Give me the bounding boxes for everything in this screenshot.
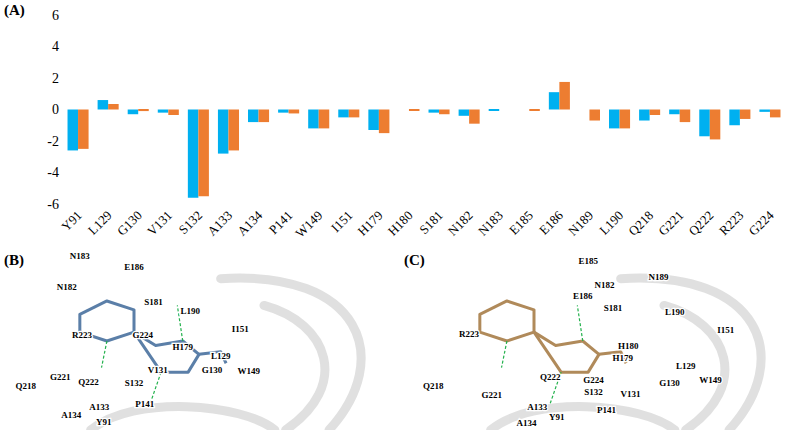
html-text:(A): (A) (4, 2, 25, 18)
svg-text:Y91: Y91 (96, 417, 112, 427)
svg-text:-4: -4 (47, 165, 59, 180)
svg-text:A134: A134 (234, 207, 265, 238)
svg-text:E186: E186 (573, 291, 593, 301)
svg-text:R223: R223 (716, 208, 747, 239)
svg-text:S181: S181 (604, 303, 623, 313)
svg-text:L190: L190 (181, 306, 201, 316)
svg-text:V131: V131 (620, 389, 640, 399)
svg-text:V131: V131 (144, 208, 175, 239)
svg-text:P141: P141 (597, 405, 616, 415)
svg-text:G130: G130 (202, 365, 223, 375)
svg-text:L190: L190 (665, 307, 685, 317)
svg-text:N189: N189 (649, 272, 669, 282)
svg-text:N183: N183 (475, 208, 506, 239)
svg-text:Q222: Q222 (78, 377, 99, 387)
svg-text:-2: -2 (47, 134, 59, 149)
svg-text:W149: W149 (292, 208, 325, 241)
svg-text:L190: L190 (596, 208, 626, 238)
html-text:(C): (C) (404, 252, 425, 268)
svg-text:R223: R223 (459, 329, 479, 339)
svg-text:G130: G130 (659, 378, 680, 388)
svg-text:Y91: Y91 (549, 412, 565, 422)
svg-text:G224: G224 (583, 375, 604, 385)
svg-text:S132: S132 (125, 378, 144, 388)
svg-text:Q222: Q222 (685, 208, 716, 239)
svg-text:R223: R223 (72, 330, 92, 340)
svg-text:0: 0 (52, 102, 59, 117)
svg-text:Q218: Q218 (423, 381, 444, 391)
svg-text:L129: L129 (85, 208, 115, 238)
svg-text:L129: L129 (211, 351, 231, 361)
svg-text:Q218: Q218 (15, 381, 36, 391)
svg-text:H179: H179 (613, 353, 634, 363)
svg-text:H179: H179 (355, 208, 386, 239)
svg-text:A133: A133 (89, 402, 109, 412)
svg-text:2: 2 (52, 71, 59, 86)
svg-text:G221: G221 (655, 208, 686, 239)
svg-text:H180: H180 (385, 208, 416, 239)
svg-text:A134: A134 (516, 418, 536, 428)
svg-text:S181: S181 (416, 208, 446, 238)
svg-text:N182: N182 (445, 208, 476, 239)
svg-text:L129: L129 (676, 361, 696, 371)
svg-text:N183: N183 (70, 252, 90, 261)
svg-text:V131: V131 (148, 365, 168, 375)
svg-text:S132: S132 (584, 387, 603, 397)
svg-text:N182: N182 (594, 280, 614, 290)
svg-text:G130: G130 (114, 208, 145, 239)
svg-text:I151: I151 (328, 208, 355, 235)
svg-text:E185: E185 (506, 208, 536, 238)
svg-text:S132: S132 (176, 208, 206, 238)
svg-text:A134: A134 (61, 410, 81, 420)
svg-text:E186: E186 (536, 207, 566, 237)
svg-text:I151: I151 (232, 324, 250, 334)
svg-text:G224: G224 (132, 330, 153, 340)
svg-text:G221: G221 (50, 372, 71, 382)
svg-text:A133: A133 (527, 402, 547, 412)
svg-text:G224: G224 (746, 207, 777, 238)
svg-text:4: 4 (52, 39, 59, 54)
svg-text:N182: N182 (57, 282, 77, 292)
svg-text:E186: E186 (124, 262, 144, 272)
svg-text:Y91: Y91 (58, 208, 84, 234)
svg-text:P141: P141 (266, 208, 296, 238)
svg-text:H180: H180 (618, 341, 639, 351)
svg-text:P141: P141 (135, 399, 154, 409)
svg-text:I151: I151 (717, 325, 735, 335)
svg-text:G221: G221 (481, 390, 502, 400)
svg-text:E185: E185 (578, 256, 598, 266)
svg-text:N189: N189 (565, 208, 596, 239)
svg-text:W149: W149 (238, 366, 261, 376)
svg-text:H179: H179 (172, 342, 193, 352)
svg-text:Q222: Q222 (540, 372, 561, 382)
html-text:(B): (B) (4, 252, 24, 268)
svg-text:6: 6 (52, 8, 59, 23)
svg-text:Q218: Q218 (625, 208, 656, 239)
svg-text:W149: W149 (699, 375, 722, 385)
svg-text:S181: S181 (144, 297, 163, 307)
svg-text:-6: -6 (47, 197, 59, 212)
svg-text:A133: A133 (204, 208, 235, 239)
